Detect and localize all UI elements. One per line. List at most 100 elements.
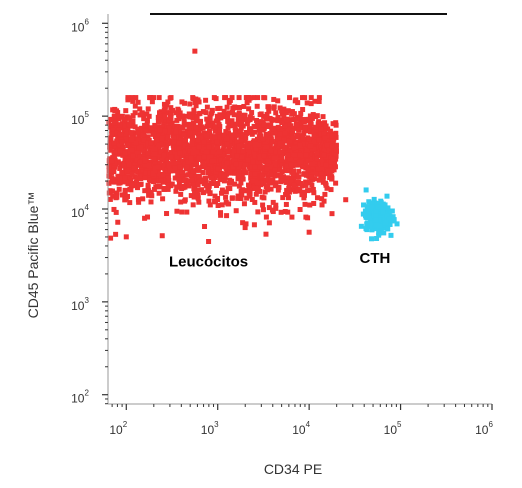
- cth-point: [369, 236, 375, 242]
- leukocyte-point: [320, 114, 326, 120]
- leukocyte-point: [222, 164, 228, 170]
- leukocyte-point: [264, 144, 270, 150]
- leukocyte-point: [214, 145, 220, 151]
- leukocyte-point: [181, 122, 187, 128]
- leukocyte-point: [313, 124, 319, 130]
- leukocyte-point: [172, 150, 178, 156]
- leukocyte-point: [230, 164, 236, 170]
- leukocyte-point: [281, 150, 287, 156]
- leukocyte-point: [113, 209, 119, 215]
- leukocyte-point: [168, 105, 174, 111]
- leukocyte-point: [189, 141, 195, 147]
- leukocyte-point: [290, 135, 296, 141]
- leukocyte-point: [156, 155, 162, 161]
- leukocyte-point: [266, 220, 272, 226]
- leukocyte-point: [268, 186, 274, 192]
- leukocyte-point: [183, 181, 189, 187]
- leukocyte-point: [224, 141, 230, 147]
- leukocyte-point: [309, 182, 315, 188]
- leukocyte-point: [235, 132, 241, 138]
- leukocyte-point: [185, 146, 191, 152]
- leukocyte-point: [224, 213, 230, 219]
- leukocyte-point: [288, 162, 294, 168]
- leukocyte-point: [135, 197, 141, 203]
- leukocyte-point: [327, 162, 333, 168]
- leukocyte-point: [165, 160, 171, 166]
- leukocyte-point: [168, 154, 174, 160]
- leukocyte-point: [177, 110, 183, 116]
- leukocyte-point: [145, 166, 151, 172]
- leukocyte-point: [290, 128, 296, 134]
- leukocyte-point: [106, 120, 112, 126]
- leukocyte-point: [112, 179, 118, 185]
- leukocyte-point: [325, 126, 331, 132]
- leukocyte-point: [207, 123, 213, 129]
- leukocyte-point: [106, 164, 112, 170]
- leukocyte-point: [283, 110, 289, 116]
- leukocyte-point: [291, 145, 297, 151]
- leukocyte-point: [115, 219, 121, 225]
- leukocyte-point: [217, 157, 223, 163]
- leukocyte-point: [309, 146, 315, 152]
- leukocyte-point: [256, 134, 262, 140]
- cth-point: [361, 202, 367, 208]
- leukocyte-point: [209, 143, 215, 149]
- leukocyte-point: [203, 110, 209, 116]
- cth-point: [377, 223, 383, 229]
- leukocyte-point: [292, 152, 298, 158]
- cth-point: [378, 206, 384, 212]
- leukocyte-point: [268, 148, 274, 154]
- leukocyte-point: [288, 123, 294, 129]
- leukocyte-point: [176, 146, 182, 152]
- cth-point: [373, 217, 379, 223]
- leukocyte-point: [177, 150, 183, 156]
- leukocyte-point: [106, 168, 112, 174]
- leukocyte-point: [310, 186, 316, 192]
- leukocyte-point: [117, 178, 123, 184]
- leukocyte-point: [251, 149, 257, 155]
- leukocyte-point: [152, 122, 158, 128]
- leukocyte-point: [276, 167, 282, 173]
- leukocyte-point: [212, 174, 218, 180]
- leukocyte-point: [308, 95, 314, 101]
- leukocyte-point: [280, 195, 286, 201]
- leukocyte-point: [159, 136, 165, 142]
- leukocyte-point: [205, 166, 211, 172]
- leukocyte-point: [142, 158, 148, 164]
- leukocyte-point: [303, 152, 309, 158]
- leukocyte-point: [232, 181, 238, 187]
- leukocyte-point: [239, 192, 245, 198]
- leukocyte-point: [159, 157, 165, 163]
- leukocyte-point: [330, 121, 336, 127]
- leukocyte-point: [236, 164, 242, 170]
- leukocyte-point: [305, 147, 311, 153]
- leukocyte-point: [326, 146, 332, 152]
- leukocyte-point: [330, 156, 336, 162]
- leukocyte-point: [277, 105, 283, 111]
- leukocyte-point: [195, 126, 201, 132]
- leukocyte-point: [319, 165, 325, 171]
- leukocyte-point: [137, 106, 143, 112]
- leukocyte-point: [197, 187, 203, 193]
- leukocyte-point: [222, 114, 228, 120]
- leukocyte-point: [116, 151, 122, 157]
- x-tick-label: 102: [109, 420, 127, 437]
- leukocyte-point: [319, 202, 325, 208]
- leukocyte-point: [168, 111, 174, 117]
- leukocyte-point: [204, 149, 210, 155]
- leukocyte-point: [183, 150, 189, 156]
- leukocyte-point: [187, 130, 193, 136]
- leukocyte-point: [246, 182, 252, 188]
- leukocyte-point: [191, 186, 197, 192]
- leukocyte-point: [208, 153, 214, 159]
- leukocyte-point: [129, 140, 135, 146]
- leukocyte-point: [291, 117, 297, 123]
- leukocyte-point: [173, 129, 179, 135]
- leukocyte-point: [238, 180, 244, 186]
- leukocyte-point: [266, 104, 272, 110]
- leukocyte-point: [312, 98, 318, 104]
- leukocyte-point: [300, 135, 306, 141]
- leukocyte-point: [269, 116, 275, 122]
- annotations: Leucócitos CTH: [169, 250, 390, 271]
- leukocyte-point: [272, 167, 278, 173]
